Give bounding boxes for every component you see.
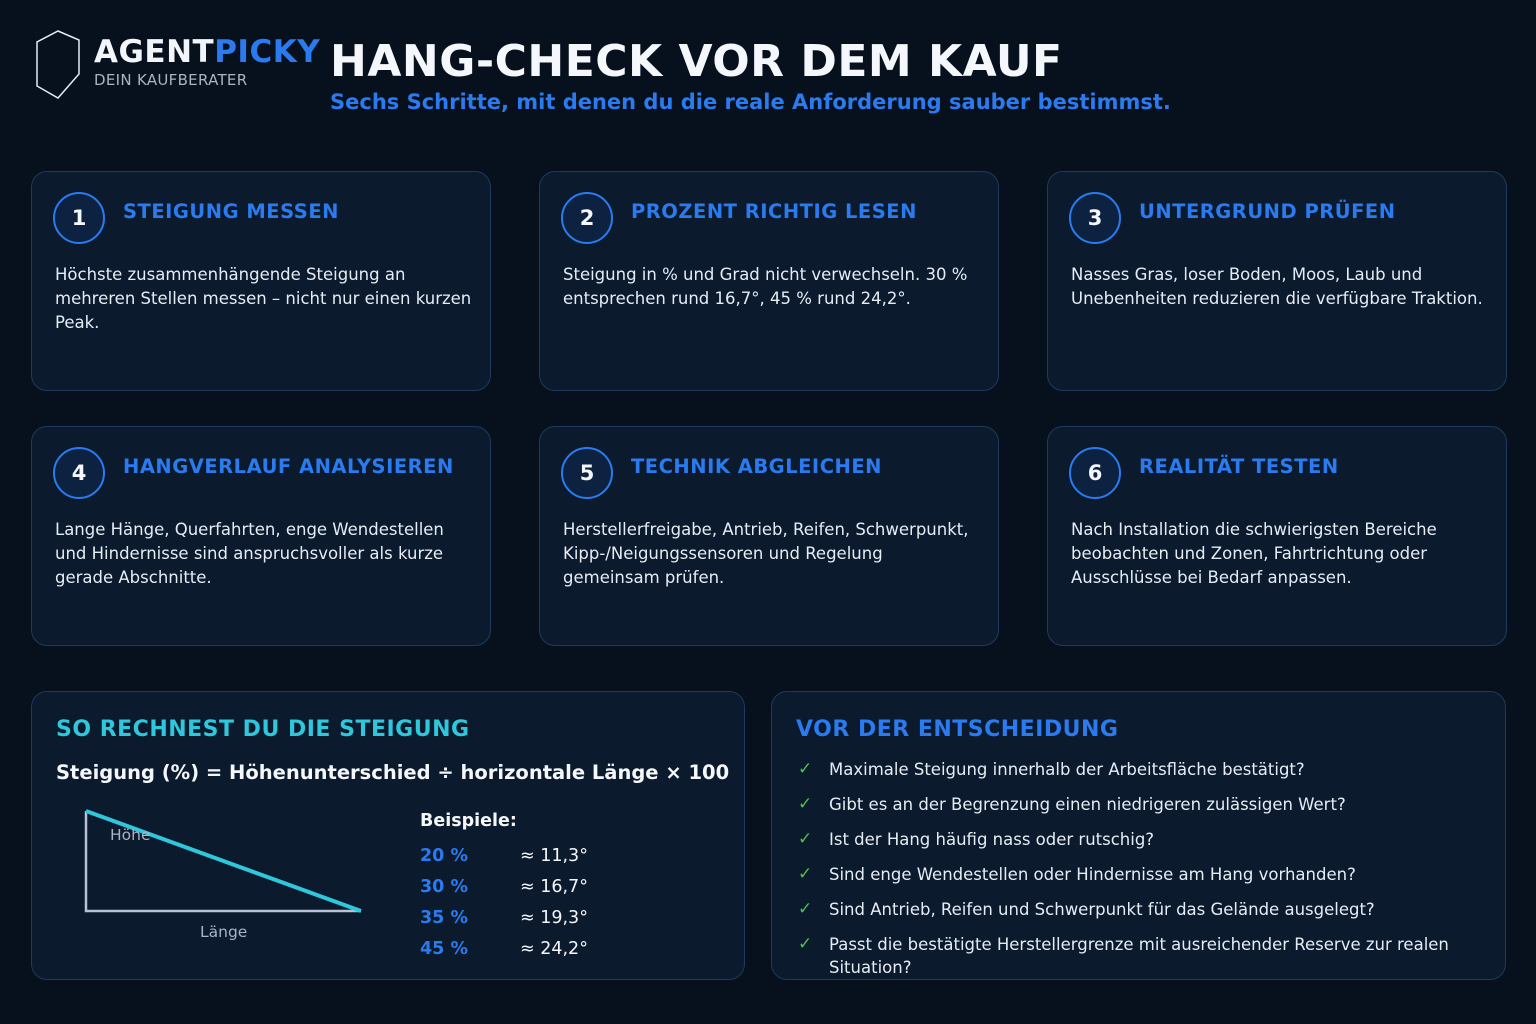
checklist-item: ✓ Passt die bestätigte Herstellergrenze …: [798, 933, 1478, 979]
step-number-badge: 3: [1069, 192, 1121, 244]
step-title: HANGVERLAUF ANALYSIEREN: [123, 455, 454, 478]
step-card-6: 6 REALITÄT TESTEN Nach Installation die …: [1047, 426, 1507, 646]
checklist-item: ✓ Gibt es an der Begrenzung einen niedri…: [798, 793, 1478, 816]
checklist-item-text: Gibt es an der Begrenzung einen niedrige…: [829, 795, 1346, 814]
example-percent: 30 %: [420, 877, 468, 897]
step-title: PROZENT RICHTIG LESEN: [631, 200, 917, 223]
decision-title: VOR DER ENTSCHEIDUNG: [796, 717, 1119, 742]
step-number-badge: 4: [53, 447, 105, 499]
decision-panel: VOR DER ENTSCHEIDUNG ✓ Maximale Steigung…: [771, 691, 1506, 980]
brand-name-part1: AGENT: [94, 34, 215, 70]
label-height: Höhe: [110, 826, 151, 844]
step-text: Nach Installation die schwierigsten Bere…: [1071, 520, 1437, 587]
slope-hypotenuse: [85, 809, 362, 913]
checklist-item: ✓ Ist der Hang häufig nass oder rutschig…: [798, 828, 1478, 851]
step-card-2: 2 PROZENT RICHTIG LESEN Steigung in % un…: [539, 171, 999, 391]
brand-logo: AGENTPICKY DEIN KAUFBERATER: [34, 30, 334, 100]
checkmark-icon: ✓: [798, 759, 813, 779]
step-text: Höchste zusammenhängende Steigung an meh…: [55, 265, 472, 332]
checklist-item-text: Sind enge Wendestellen oder Hindernisse …: [829, 865, 1356, 884]
calc-panel: SO RECHNEST DU DIE STEIGUNG Steigung (%)…: [31, 691, 745, 980]
calc-title: SO RECHNEST DU DIE STEIGUNG: [56, 717, 470, 742]
step-card-3: 3 UNTERGRUND PRÜFEN Nasses Gras, loser B…: [1047, 171, 1507, 391]
step-number-badge: 1: [53, 192, 105, 244]
slope-triangle-diagram: [84, 809, 362, 913]
step-title: TECHNIK ABGLEICHEN: [631, 455, 882, 478]
label-length: Länge: [200, 923, 248, 941]
example-degrees: ≈ 24,2°: [520, 939, 588, 959]
brand-name: AGENTPICKY: [94, 34, 320, 70]
calc-formula: Steigung (%) = Höhenunterschied ÷ horizo…: [56, 761, 730, 784]
step-text: Herstellerfreigabe, Antrieb, Reifen, Sch…: [563, 520, 969, 587]
brand-name-part2: PICKY: [214, 34, 321, 70]
step-text: Lange Hänge, Querfahrten, enge Wendestel…: [55, 520, 444, 587]
example-degrees: ≈ 16,7°: [520, 877, 588, 897]
checklist-item-text: Sind Antrieb, Reifen und Schwerpunkt für…: [829, 900, 1375, 919]
step-number-badge: 2: [561, 192, 613, 244]
example-degrees: ≈ 11,3°: [520, 846, 588, 866]
example-percent: 35 %: [420, 908, 468, 928]
checkmark-icon: ✓: [798, 829, 813, 849]
checklist-item: ✓ Maximale Steigung innerhalb der Arbeit…: [798, 758, 1478, 781]
checklist-item-text: Passt die bestätigte Herstellergrenze mi…: [829, 935, 1449, 977]
step-card-4: 4 HANGVERLAUF ANALYSIEREN Lange Hänge, Q…: [31, 426, 491, 646]
step-title: REALITÄT TESTEN: [1139, 455, 1339, 478]
step-number-badge: 6: [1069, 447, 1121, 499]
triangle-legs: [84, 811, 361, 913]
checklist-item: ✓ Sind Antrieb, Reifen und Schwerpunkt f…: [798, 898, 1478, 921]
step-title: STEIGUNG MESSEN: [123, 200, 339, 223]
checklist-item: ✓ Sind enge Wendestellen oder Hinderniss…: [798, 863, 1478, 886]
checklist-item-text: Ist der Hang häufig nass oder rutschig?: [829, 830, 1155, 849]
examples-title: Beispiele:: [420, 811, 517, 831]
checklist-item-text: Maximale Steigung innerhalb der Arbeitsf…: [829, 760, 1305, 779]
checkmark-icon: ✓: [798, 864, 813, 884]
step-card-1: 1 STEIGUNG MESSEN Höchste zusammenhängen…: [31, 171, 491, 391]
checkmark-icon: ✓: [798, 934, 813, 954]
step-title: UNTERGRUND PRÜFEN: [1139, 200, 1396, 223]
shield-outline-icon: [36, 30, 80, 99]
page-title: HANG-CHECK VOR DEM KAUF: [330, 36, 1063, 87]
page-subtitle: Sechs Schritte, mit denen du die reale A…: [330, 90, 1171, 114]
step-card-5: 5 TECHNIK ABGLEICHEN Herstellerfreigabe,…: [539, 426, 999, 646]
step-text: Steigung in % und Grad nicht verwechseln…: [563, 265, 968, 308]
example-percent: 45 %: [420, 939, 468, 959]
checkmark-icon: ✓: [798, 899, 813, 919]
step-number-badge: 5: [561, 447, 613, 499]
example-percent: 20 %: [420, 846, 468, 866]
checkmark-icon: ✓: [798, 794, 813, 814]
step-text: Nasses Gras, loser Boden, Moos, Laub und…: [1071, 265, 1483, 308]
brand-tagline: DEIN KAUFBERATER: [94, 71, 248, 89]
example-degrees: ≈ 19,3°: [520, 908, 588, 928]
